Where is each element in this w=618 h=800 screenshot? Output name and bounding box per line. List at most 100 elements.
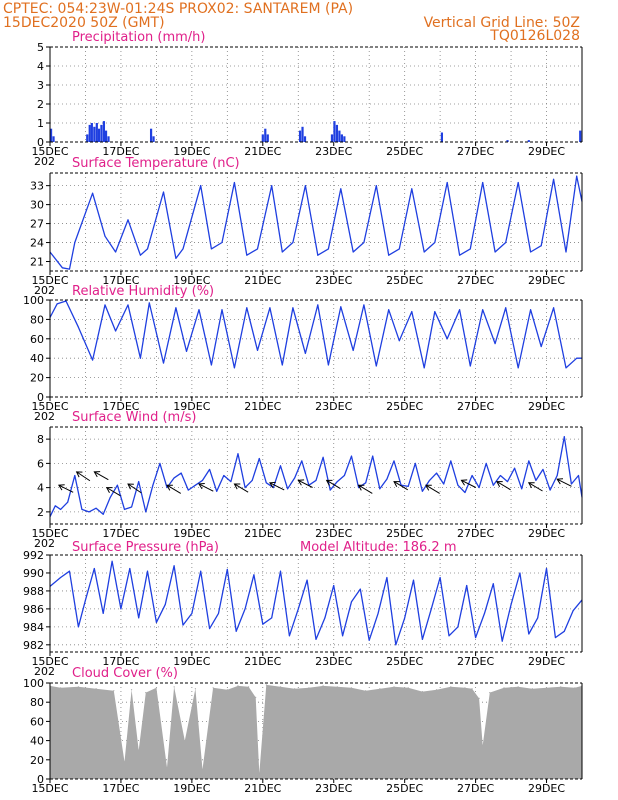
panel-wind: Surface Wind (m/s) 2 4 6 8 15DEC 17DEC 19DEC 21D… (31, 410, 583, 550)
wind-point (393, 460, 395, 462)
wind-point (244, 487, 246, 489)
wind-title: Surface Wind (m/s) (72, 410, 196, 425)
pressure-point (404, 617, 406, 619)
y-tick-label: 986 (23, 603, 44, 616)
wind-point (60, 508, 62, 510)
precip-bar (264, 128, 267, 142)
wind-arrow-shaft (556, 478, 572, 487)
pressure-point (537, 617, 539, 619)
humidity-point (576, 357, 578, 359)
wind-arrow (393, 481, 409, 491)
wind-arrow-head (198, 483, 205, 490)
cloud-point (489, 692, 491, 694)
humidity-point (77, 326, 79, 328)
cloud-point (130, 689, 133, 691)
precip-bar (266, 134, 269, 142)
wind-arrow-head (105, 487, 113, 494)
humidity-point (530, 309, 532, 311)
precip-bar (440, 132, 444, 142)
x-tick-label: 23DEC (315, 782, 352, 795)
wind-arrow (198, 483, 214, 492)
pressure-point (483, 612, 485, 614)
pressure-point (466, 585, 468, 587)
pressure-point (297, 608, 299, 610)
temperature-point (340, 188, 342, 190)
wind-point (507, 481, 509, 483)
wind-point (563, 436, 565, 438)
temperature-point (423, 251, 425, 253)
wind-arrow-shaft (106, 487, 121, 497)
wind-arrow-shaft (234, 483, 249, 493)
pressure-point (359, 588, 361, 590)
x-tick-label: 23DEC (315, 527, 352, 540)
wind-point (329, 489, 331, 491)
x-tick-label: 21DEC (244, 527, 281, 540)
pressure-point (288, 635, 290, 637)
temperature-point (469, 248, 471, 250)
wind-arrow-head (93, 471, 101, 478)
precipitation-title: Precipitation (mm/h) (72, 30, 205, 45)
x-tick-label: 23DEC (315, 655, 352, 668)
temperature-point (446, 181, 448, 183)
x-tick-label: 23DEC (315, 400, 352, 413)
cloud-point (350, 687, 353, 689)
pressure-point (563, 630, 565, 632)
temperature-point (162, 191, 164, 193)
x-tick-label: 17DEC (102, 527, 139, 540)
precip-bar (330, 134, 334, 142)
temperature-point (292, 242, 294, 244)
pressure-point (377, 612, 379, 614)
pressure-point (164, 603, 166, 605)
x-tick-label: 17DEC (102, 655, 139, 668)
wind-point (535, 479, 537, 481)
wind-arrow-shaft (358, 484, 373, 494)
precip-bar (298, 130, 302, 142)
wind-arrow-head (269, 481, 276, 488)
precip-bar (338, 130, 341, 142)
wind-arrow (127, 483, 142, 494)
pressure-point (501, 640, 503, 642)
x-tick-label: 17DEC (102, 400, 139, 413)
humidity-point (553, 307, 555, 309)
wind-point (194, 484, 196, 486)
wind-point (138, 481, 140, 483)
x-tick-label: 29DEC (528, 400, 565, 413)
temperature-point (246, 254, 248, 256)
pressure-point (209, 628, 211, 630)
x-tick-label: 17DEC (102, 145, 139, 158)
cloud-point (255, 696, 257, 699)
humidity-point (56, 303, 58, 305)
precip-bar (86, 134, 89, 142)
wind-arrow-head (393, 481, 400, 487)
cloud-point (155, 687, 157, 689)
humidity-point (540, 346, 542, 348)
pressure-point (147, 570, 149, 572)
cloud-point (212, 687, 214, 689)
x-tick-label: 27DEC (457, 782, 494, 795)
humidity-point (246, 307, 248, 309)
x-tick-label: 25DEC (386, 782, 423, 795)
precip-bar (107, 136, 110, 142)
wind-point (258, 458, 260, 460)
cloud-point (336, 686, 338, 688)
wind-point (95, 507, 97, 509)
wind-point (287, 488, 289, 490)
panel-precipitation: Precipitation (mm/h) 0 1 2 3 4 5 15DEC 17DEC 19DE… (31, 30, 583, 168)
temperature-point (517, 181, 519, 183)
pressure-point (342, 635, 344, 637)
pressure-point (120, 608, 122, 610)
x-tick-label: 29DEC (528, 782, 565, 795)
year-stub-label: 202 (34, 665, 55, 678)
temperature-point (175, 257, 177, 259)
humidity-point (505, 307, 507, 309)
temperature-title: Surface Temperature (nC) (72, 156, 240, 171)
wind-point (421, 490, 423, 492)
wind-arrow-head (233, 483, 241, 490)
pressure-point (60, 576, 62, 578)
cloud-point (258, 772, 260, 774)
wind-point (265, 482, 267, 484)
precip-bar (340, 134, 343, 142)
wind-point (528, 460, 530, 462)
header-model-code: TQ0126L028 (489, 28, 580, 44)
